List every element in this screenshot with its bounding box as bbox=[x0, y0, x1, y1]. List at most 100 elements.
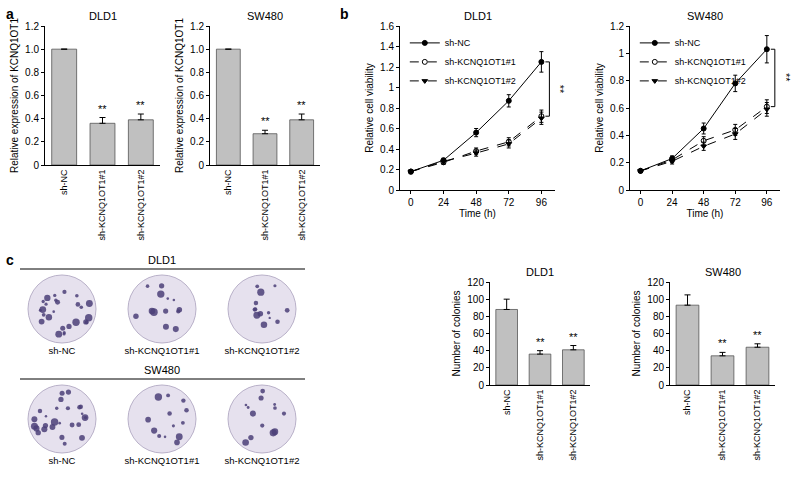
svg-text:0.6: 0.6 bbox=[25, 90, 39, 101]
svg-text:1.2: 1.2 bbox=[190, 21, 204, 32]
svg-text:sh-NC: sh-NC bbox=[682, 389, 692, 415]
svg-text:1.4: 1.4 bbox=[380, 41, 394, 52]
svg-text:20: 20 bbox=[653, 362, 665, 373]
svg-text:48: 48 bbox=[471, 197, 483, 208]
svg-text:0: 0 bbox=[198, 160, 204, 171]
svg-text:0.6: 0.6 bbox=[380, 123, 394, 134]
svg-text:72: 72 bbox=[730, 197, 742, 208]
svg-text:SW480: SW480 bbox=[687, 10, 723, 22]
svg-text:sh-KCNQ1OT1#2: sh-KCNQ1OT1#2 bbox=[568, 390, 578, 461]
svg-text:sh-NC: sh-NC bbox=[502, 389, 512, 415]
svg-text:0: 0 bbox=[478, 380, 484, 391]
svg-text:80: 80 bbox=[473, 311, 485, 322]
svg-text:48: 48 bbox=[698, 197, 710, 208]
svg-text:60: 60 bbox=[653, 328, 665, 339]
svg-text:0.2: 0.2 bbox=[25, 136, 39, 147]
svg-text:0.6: 0.6 bbox=[190, 90, 204, 101]
svg-text:24: 24 bbox=[438, 197, 450, 208]
svg-text:Time (h): Time (h) bbox=[687, 208, 724, 219]
svg-text:sh-KCNQ1OT1#2: sh-KCNQ1OT1#2 bbox=[136, 170, 146, 241]
svg-text:0: 0 bbox=[618, 185, 624, 196]
svg-text:sh-KCNQ1OT1#2: sh-KCNQ1OT1#2 bbox=[225, 455, 300, 466]
svg-text:Number of colonies: Number of colonies bbox=[631, 290, 642, 376]
svg-text:0.8: 0.8 bbox=[380, 103, 394, 114]
svg-text:1.0: 1.0 bbox=[190, 44, 204, 55]
svg-text:sh-KCNQ1OT1#1: sh-KCNQ1OT1#1 bbox=[125, 455, 200, 466]
svg-text:DLD1: DLD1 bbox=[464, 10, 492, 22]
svg-text:0.4: 0.4 bbox=[380, 144, 394, 155]
svg-text:1.0: 1.0 bbox=[25, 44, 39, 55]
svg-text:sh-NC: sh-NC bbox=[49, 345, 76, 356]
svg-text:0: 0 bbox=[388, 185, 394, 196]
svg-text:b: b bbox=[340, 6, 349, 22]
svg-text:0.4: 0.4 bbox=[190, 113, 204, 124]
svg-text:Relative cell viability: Relative cell viability bbox=[364, 63, 375, 152]
svg-text:**: ** bbox=[136, 99, 145, 111]
svg-text:60: 60 bbox=[473, 328, 485, 339]
svg-text:DLD1: DLD1 bbox=[148, 254, 176, 266]
svg-text:**: ** bbox=[536, 336, 545, 348]
svg-text:**: ** bbox=[554, 85, 566, 94]
svg-text:1.2: 1.2 bbox=[610, 21, 624, 32]
svg-text:0.8: 0.8 bbox=[610, 75, 624, 86]
svg-text:sh-NC: sh-NC bbox=[223, 169, 233, 195]
svg-text:sh-NC: sh-NC bbox=[445, 38, 471, 48]
svg-text:0.4: 0.4 bbox=[25, 113, 39, 124]
svg-text:96: 96 bbox=[761, 197, 773, 208]
svg-text:sh-KCNQ1OT1#2: sh-KCNQ1OT1#2 bbox=[297, 170, 307, 241]
svg-text:0: 0 bbox=[408, 197, 414, 208]
svg-text:0.4: 0.4 bbox=[610, 130, 624, 141]
svg-text:0.2: 0.2 bbox=[610, 157, 624, 168]
svg-text:sh-KCNQ1OT1#1: sh-KCNQ1OT1#1 bbox=[675, 57, 746, 67]
svg-text:120: 120 bbox=[467, 277, 484, 288]
svg-text:sh-KCNQ1OT1#1: sh-KCNQ1OT1#1 bbox=[535, 390, 545, 461]
svg-text:0.2: 0.2 bbox=[190, 136, 204, 147]
svg-text:sh-KCNQ1OT1#1: sh-KCNQ1OT1#1 bbox=[445, 57, 516, 67]
svg-text:**: ** bbox=[261, 115, 270, 127]
svg-text:sh-KCNQ1OT1#1: sh-KCNQ1OT1#1 bbox=[260, 170, 270, 241]
svg-text:0: 0 bbox=[638, 197, 644, 208]
svg-text:1.6: 1.6 bbox=[380, 21, 394, 32]
svg-text:80: 80 bbox=[653, 311, 665, 322]
svg-text:120: 120 bbox=[647, 277, 664, 288]
svg-text:1: 1 bbox=[618, 48, 624, 59]
svg-text:**: ** bbox=[569, 331, 578, 343]
svg-text:Relative expression of KCNQ1OT: Relative expression of KCNQ1OT1 bbox=[174, 18, 185, 174]
svg-text:**: ** bbox=[98, 103, 107, 115]
svg-text:SW480: SW480 bbox=[705, 266, 741, 278]
svg-text:20: 20 bbox=[473, 362, 485, 373]
svg-text:100: 100 bbox=[467, 294, 484, 305]
svg-text:sh-KCNQ1OT1#2: sh-KCNQ1OT1#2 bbox=[752, 390, 762, 461]
svg-text:sh-KCNQ1OT1#2: sh-KCNQ1OT1#2 bbox=[225, 345, 300, 356]
svg-text:**: ** bbox=[780, 73, 792, 82]
svg-text:**: ** bbox=[718, 337, 727, 349]
svg-text:Relative cell viability: Relative cell viability bbox=[594, 63, 605, 152]
svg-text:sh-NC: sh-NC bbox=[49, 455, 76, 466]
svg-text:sh-NC: sh-NC bbox=[675, 38, 701, 48]
svg-text:40: 40 bbox=[653, 345, 665, 356]
svg-text:sh-KCNQ1OT1#2: sh-KCNQ1OT1#2 bbox=[445, 76, 516, 86]
svg-text:100: 100 bbox=[647, 294, 664, 305]
svg-text:0.8: 0.8 bbox=[190, 67, 204, 78]
svg-text:0: 0 bbox=[658, 380, 664, 391]
svg-text:96: 96 bbox=[536, 197, 548, 208]
svg-text:DLD1: DLD1 bbox=[89, 10, 117, 22]
svg-text:**: ** bbox=[753, 329, 762, 341]
svg-text:sh-KCNQ1OT1#1: sh-KCNQ1OT1#1 bbox=[97, 170, 107, 241]
svg-text:24: 24 bbox=[667, 197, 679, 208]
svg-text:sh-KCNQ1OT1#1: sh-KCNQ1OT1#1 bbox=[125, 345, 200, 356]
svg-text:Time (h): Time (h) bbox=[459, 208, 496, 219]
svg-text:sh-NC: sh-NC bbox=[59, 169, 69, 195]
svg-text:c: c bbox=[6, 252, 14, 268]
svg-text:sh-KCNQ1OT1#1: sh-KCNQ1OT1#1 bbox=[717, 390, 727, 461]
svg-text:Number of colonies: Number of colonies bbox=[451, 290, 462, 376]
svg-text:72: 72 bbox=[503, 197, 515, 208]
svg-text:SW480: SW480 bbox=[144, 364, 180, 376]
svg-text:Relative expression of KCNQ1OT: Relative expression of KCNQ1OT1 bbox=[9, 18, 20, 174]
svg-text:sh-KCNQ1OT1#2: sh-KCNQ1OT1#2 bbox=[675, 76, 746, 86]
svg-text:a: a bbox=[6, 6, 14, 22]
svg-text:1: 1 bbox=[388, 82, 394, 93]
svg-text:DLD1: DLD1 bbox=[526, 266, 554, 278]
svg-text:1.2: 1.2 bbox=[380, 62, 394, 73]
svg-text:SW480: SW480 bbox=[247, 10, 283, 22]
